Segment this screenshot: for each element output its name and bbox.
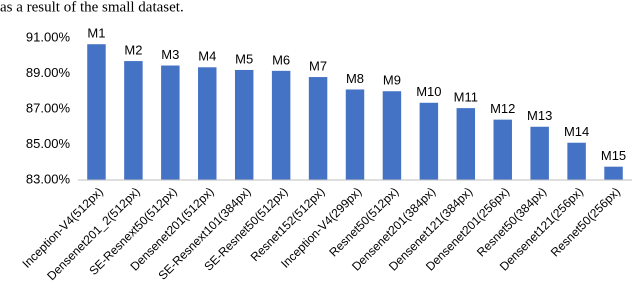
- y-tick-label: 83.00%: [26, 171, 71, 186]
- y-tick-label: 89.00%: [26, 65, 71, 80]
- bar: [234, 69, 254, 180]
- bar-label: M2: [124, 43, 142, 58]
- bar-label: M1: [87, 26, 105, 41]
- bar: [456, 108, 476, 180]
- bar-label: M13: [527, 108, 552, 123]
- bar-label: M14: [564, 124, 589, 139]
- y-tick-label: 85.00%: [26, 136, 71, 151]
- bar-label: M5: [235, 51, 253, 66]
- bar-label: M6: [272, 52, 290, 67]
- bar: [87, 44, 106, 181]
- bar: [530, 126, 549, 180]
- bar: [124, 61, 143, 181]
- bar: [308, 77, 328, 180]
- bar-label: M3: [161, 47, 179, 62]
- bar: [271, 70, 291, 180]
- bar-label: M7: [309, 58, 327, 73]
- bar: [345, 89, 365, 180]
- bar: [604, 166, 623, 180]
- bar: [567, 142, 586, 180]
- bar: [493, 119, 512, 180]
- bar-label: M15: [601, 148, 626, 163]
- bar: [198, 67, 217, 180]
- y-tick-label: 91.00%: [26, 29, 71, 44]
- caption-fragment: as a result of the small dataset.: [0, 0, 184, 15]
- bar: [419, 102, 439, 180]
- bar-label: M4: [198, 49, 216, 64]
- bar: [161, 65, 180, 180]
- bar: [382, 91, 402, 180]
- bar-label: M10: [416, 84, 441, 99]
- bar-label: M11: [454, 90, 478, 105]
- bar-label: M8: [346, 71, 364, 86]
- x-tick-label: Resnet50(256px): [548, 184, 623, 259]
- bar-label: M12: [490, 101, 515, 116]
- bar-label: M9: [383, 73, 401, 88]
- y-tick-label: 87.00%: [26, 100, 71, 115]
